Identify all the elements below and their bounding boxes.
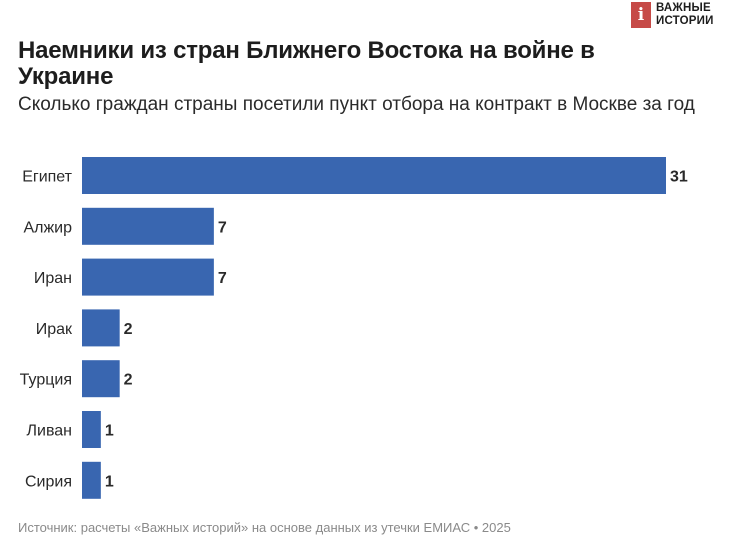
value-label: 1 xyxy=(105,423,114,440)
source-note: Источник: расчеты «Важных историй» на ос… xyxy=(18,520,511,535)
category-label: Алжир xyxy=(23,219,72,236)
value-label: 1 xyxy=(105,473,114,490)
bar xyxy=(82,360,120,398)
category-label: Турция xyxy=(20,372,72,389)
brand-logo-line-1: ВАЖНЫЕ xyxy=(656,2,711,14)
brand-logo: i ВАЖНЫЕ ИСТОРИИ xyxy=(631,2,714,28)
value-label: 2 xyxy=(124,372,133,389)
chart-subtitle: Сколько граждан страны посетили пункт от… xyxy=(18,94,695,115)
category-label: Ливан xyxy=(27,423,73,440)
bar xyxy=(82,157,666,194)
bar xyxy=(82,411,101,448)
category-label: Сирия xyxy=(25,473,72,490)
brand-logo-line-2: ИСТОРИИ xyxy=(656,14,714,27)
category-label: Ирак xyxy=(36,321,73,338)
bar xyxy=(82,309,120,347)
category-label: Иран xyxy=(34,270,72,287)
value-label: 2 xyxy=(124,321,133,338)
bar xyxy=(82,461,101,499)
brand-logo-text: ВАЖНЫЕ ИСТОРИИ xyxy=(656,2,714,27)
value-label: 7 xyxy=(218,219,227,236)
chart-title: Наемники из стран Ближнего Востока на во… xyxy=(18,37,595,90)
value-label: 31 xyxy=(670,169,688,186)
bar xyxy=(82,258,214,296)
bar xyxy=(82,207,214,245)
category-label: Египет xyxy=(22,169,72,186)
brand-logo-mark: i xyxy=(631,2,651,28)
value-label: 7 xyxy=(218,270,227,287)
